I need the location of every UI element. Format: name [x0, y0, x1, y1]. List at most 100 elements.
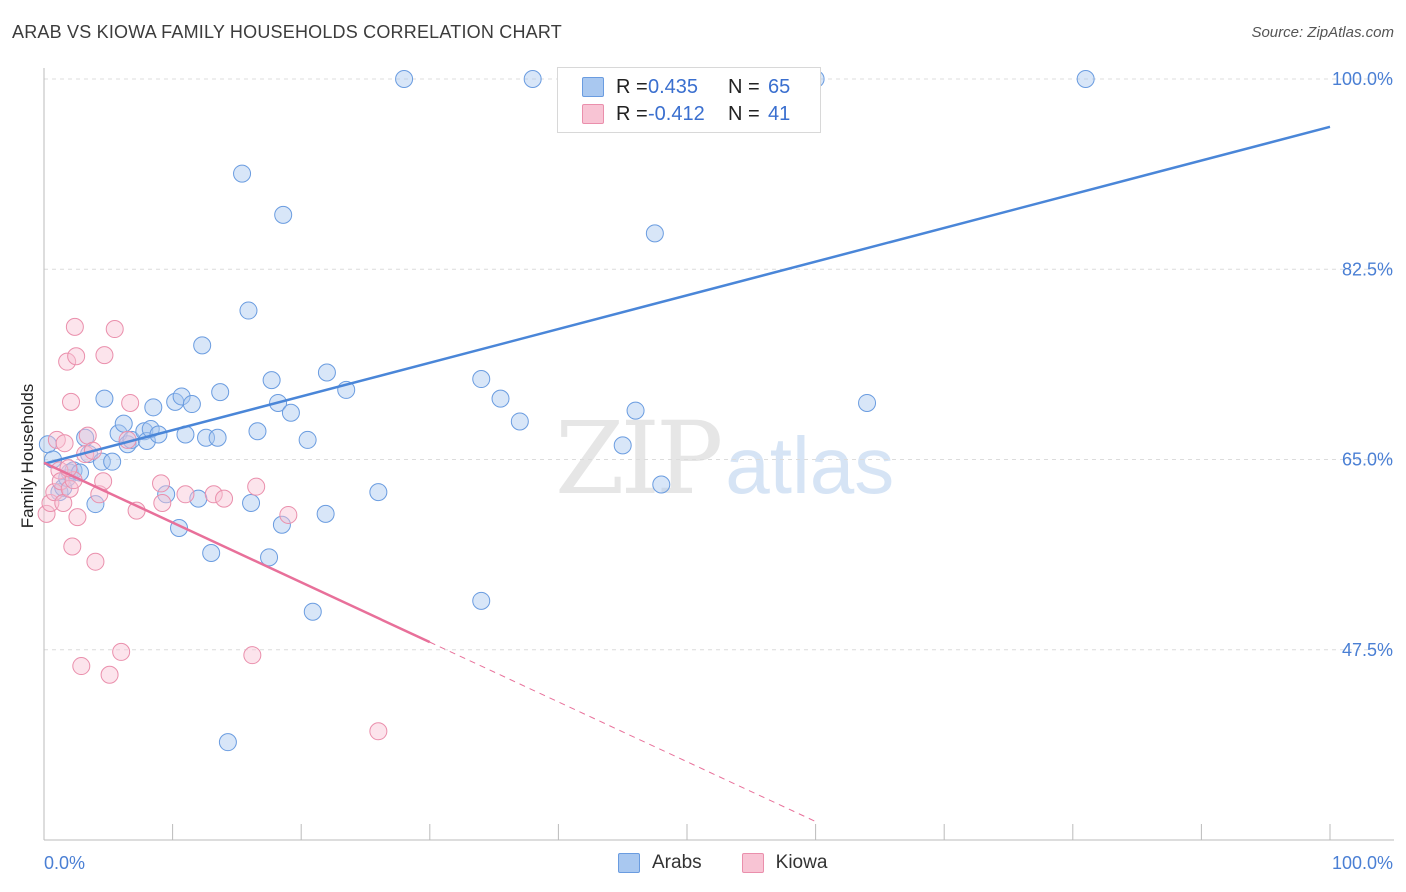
- legend-swatch-kiowa: [741, 853, 764, 873]
- arab-point: [523, 70, 542, 88]
- legend-row-kiowa: R = -0.412 N = 41: [582, 101, 790, 127]
- arab-point: [242, 493, 261, 512]
- kiowa-point: [58, 352, 77, 371]
- kiowa-point: [215, 489, 234, 508]
- arab-point: [239, 301, 258, 320]
- x-tick-label: 0.0%: [44, 853, 85, 873]
- arab-point: [1076, 70, 1095, 88]
- legend-label-arabs: Arabs: [652, 852, 702, 873]
- legend-r-label: R =: [616, 75, 648, 98]
- kiowa-point: [100, 665, 119, 684]
- arab-point: [281, 403, 300, 422]
- kiowa-point: [68, 508, 87, 527]
- kiowa-point: [67, 347, 86, 366]
- stats-legend: R = 0.435 N = 65 R = -0.412 N = 41: [557, 67, 821, 133]
- kiowa-point: [65, 317, 84, 336]
- arab-point: [233, 164, 252, 183]
- kiowa-points: [37, 317, 388, 741]
- chart-title: ARAB VS KIOWA FAMILY HOUSEHOLDS CORRELAT…: [12, 22, 562, 42]
- arab-point: [193, 336, 212, 355]
- arab-point: [248, 422, 267, 441]
- arab-point: [172, 387, 191, 406]
- kiowa-point: [60, 479, 79, 498]
- y-tick-label: 82.5%: [1342, 259, 1393, 279]
- arab-point: [317, 363, 336, 382]
- arab-point: [303, 602, 322, 621]
- arab-point: [858, 393, 877, 412]
- legend-label-kiowa: Kiowa: [775, 852, 828, 873]
- legend-r-value: 0.435: [648, 75, 699, 98]
- arab-point: [626, 401, 645, 420]
- arab-point: [182, 395, 201, 414]
- arab-point: [298, 430, 317, 449]
- series-legend: Arabs Kiowa: [618, 852, 867, 874]
- legend-item-kiowa[interactable]: Kiowa: [741, 852, 828, 874]
- kiowa-point: [62, 392, 81, 411]
- kiowa-point: [41, 493, 60, 512]
- kiowa-point: [243, 646, 262, 665]
- arab-point: [652, 475, 671, 494]
- kiowa-trend-extension: [429, 641, 816, 822]
- arab-point: [510, 412, 529, 431]
- trend-lines: [43, 125, 1331, 822]
- legend-n-value: 65: [768, 75, 791, 98]
- kiowa-point: [105, 320, 124, 339]
- arab-point: [491, 389, 510, 408]
- arab-point: [157, 485, 176, 504]
- tick-labels: 47.5% 65.0% 82.5% 100.0% 0.0% 100.0%: [44, 69, 1393, 873]
- kiowa-point: [152, 474, 171, 493]
- watermark: ZIPatlas: [555, 400, 894, 517]
- watermark-atlas: atlas: [725, 421, 895, 510]
- arab-point: [395, 70, 414, 88]
- arab-point: [202, 543, 221, 562]
- legend-swatch-arabs: [618, 853, 640, 873]
- kiowa-point: [95, 346, 114, 365]
- watermark-zip: ZIP: [555, 400, 723, 517]
- arab-point: [114, 414, 133, 433]
- y-tick-label: 65.0%: [1342, 450, 1393, 470]
- kiowa-point: [55, 434, 74, 453]
- arabs-trend-line: [43, 125, 1331, 466]
- kiowa-point: [78, 426, 97, 445]
- legend-r-value: -0.412: [648, 102, 705, 125]
- kiowa-point: [279, 505, 298, 524]
- kiowa-point: [63, 537, 82, 556]
- kiowa-point: [112, 642, 131, 661]
- kiowa-point: [86, 552, 105, 571]
- arab-point: [218, 733, 237, 752]
- y-tick-label: 47.5%: [1342, 640, 1393, 660]
- arab-point: [95, 389, 114, 408]
- legend-swatch-kiowa: [582, 104, 604, 124]
- arab-point: [208, 428, 227, 447]
- x-tick-label: 100.0%: [1332, 853, 1393, 873]
- kiowa-point: [247, 477, 266, 496]
- kiowa-point: [176, 485, 195, 504]
- arab-point: [86, 495, 105, 514]
- legend-n-label: N =: [728, 75, 760, 98]
- kiowa-point: [369, 722, 388, 741]
- axes: [43, 68, 1394, 841]
- arab-point: [613, 436, 632, 455]
- arab-point: [369, 483, 388, 502]
- source-label: Source: ZipAtlas.com: [1251, 24, 1394, 41]
- arabs-points: [38, 70, 1095, 752]
- legend-n-value: 41: [768, 102, 791, 125]
- arab-point: [645, 224, 664, 243]
- legend-item-arabs[interactable]: Arabs: [618, 852, 702, 874]
- arab-point: [103, 452, 122, 471]
- arab-point: [316, 504, 335, 523]
- arab-point: [472, 370, 491, 389]
- arab-point: [260, 548, 279, 567]
- arab-point: [262, 371, 281, 390]
- grid-lines: [44, 78, 1394, 651]
- arab-point: [211, 383, 230, 402]
- legend-n-label: N =: [728, 102, 760, 125]
- kiowa-trend-line: [43, 461, 431, 644]
- arab-point: [272, 515, 291, 534]
- y-tick-label: 100.0%: [1332, 69, 1393, 89]
- arab-point: [144, 398, 163, 417]
- arab-point: [472, 591, 491, 610]
- legend-row-arabs: R = 0.435 N = 65: [582, 74, 790, 100]
- kiowa-point: [204, 485, 223, 504]
